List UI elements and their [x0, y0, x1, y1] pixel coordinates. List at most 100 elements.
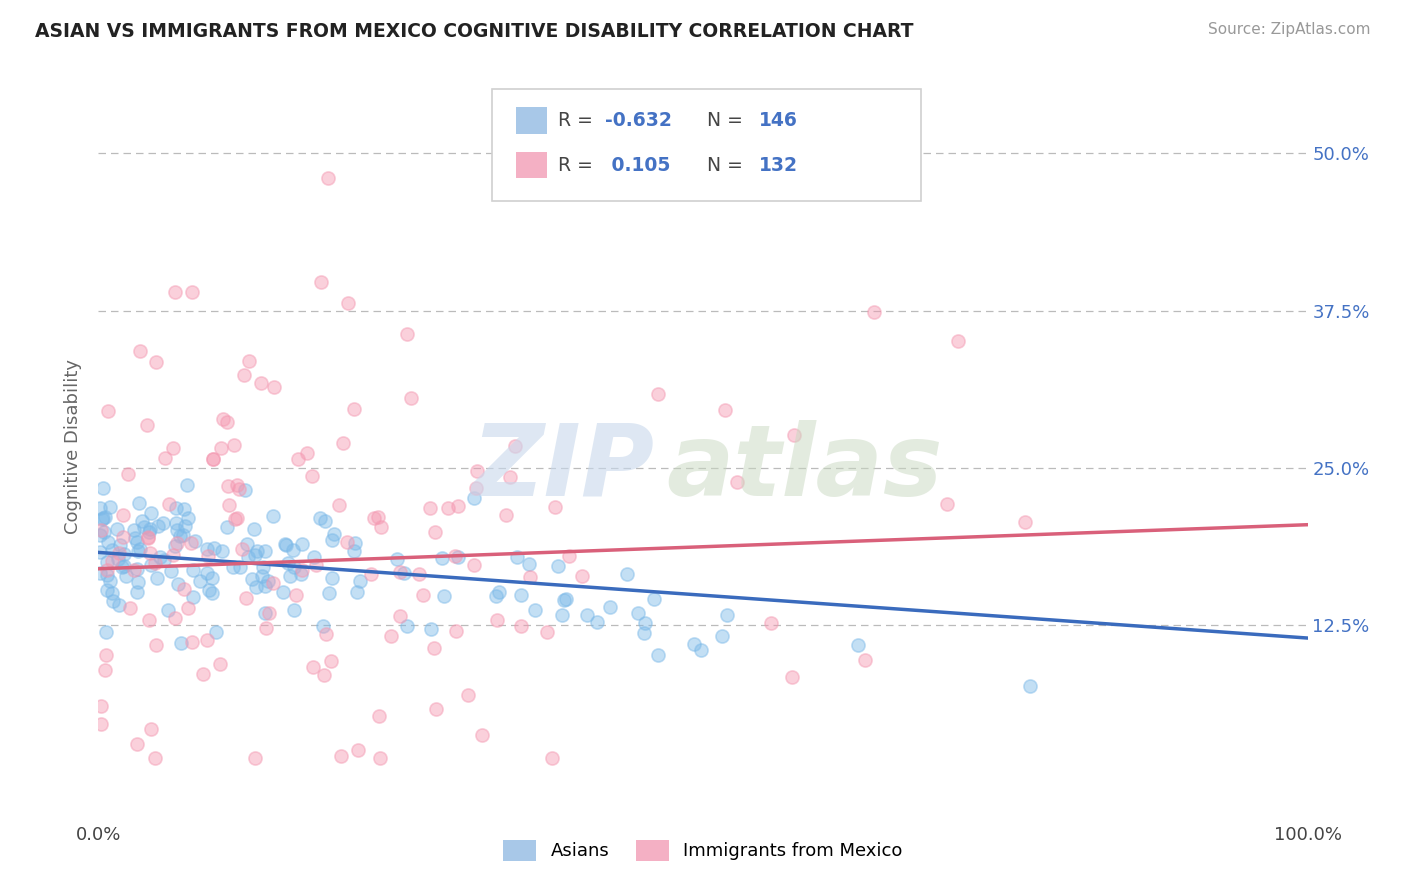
Point: [343, 401, 366, 416]
Point: [396, 619, 419, 633]
Point: [367, 510, 389, 524]
Point: [541, 750, 564, 764]
Point: [94, 509, 117, 524]
Point: [759, 616, 782, 631]
Point: [217, 520, 239, 534]
Point: [115, 568, 138, 582]
Point: [485, 589, 508, 603]
Point: [263, 380, 285, 394]
Point: [471, 728, 494, 742]
Point: [96, 563, 118, 577]
Text: atlas: atlas: [666, 420, 943, 517]
Point: [236, 550, 259, 565]
Point: [295, 446, 318, 460]
Text: 0.105: 0.105: [605, 155, 669, 175]
Point: [198, 583, 221, 598]
Point: [165, 501, 187, 516]
Point: [311, 619, 333, 633]
Point: [408, 566, 430, 581]
Point: [547, 559, 569, 574]
Point: [125, 585, 148, 599]
Point: [388, 608, 411, 623]
Point: [118, 601, 141, 615]
Point: [173, 582, 195, 596]
Point: [139, 546, 162, 560]
Point: [166, 524, 188, 538]
Point: [319, 654, 342, 668]
Point: [127, 534, 149, 549]
Point: [191, 666, 214, 681]
Point: [257, 574, 280, 589]
Point: [576, 608, 599, 623]
Point: [195, 566, 218, 581]
Point: [108, 538, 131, 552]
Text: -0.632: -0.632: [605, 111, 672, 130]
Point: [536, 624, 558, 639]
Point: [425, 701, 447, 715]
Point: [136, 530, 159, 544]
Point: [302, 549, 325, 564]
Point: [136, 531, 159, 545]
Point: [188, 574, 211, 588]
Point: [257, 606, 280, 620]
Point: [138, 523, 160, 537]
Point: [283, 559, 305, 574]
Point: [89, 501, 111, 516]
Point: [139, 558, 162, 572]
Point: [149, 549, 172, 564]
Point: [233, 483, 256, 497]
Point: [201, 586, 224, 600]
Point: [328, 499, 350, 513]
Point: [385, 551, 408, 566]
Point: [143, 556, 166, 570]
Point: [132, 519, 155, 533]
Point: [217, 415, 239, 429]
Point: [136, 418, 159, 433]
Point: [447, 549, 470, 564]
Point: [128, 343, 150, 358]
Point: [412, 588, 434, 602]
Point: [262, 508, 284, 523]
Point: [162, 548, 184, 562]
Point: [235, 537, 257, 551]
Point: [195, 632, 218, 647]
Point: [337, 296, 360, 310]
Point: [274, 537, 297, 551]
Point: [848, 638, 870, 652]
Point: [309, 275, 332, 289]
Point: [146, 571, 169, 585]
Point: [443, 549, 465, 564]
Point: [465, 481, 488, 495]
Point: [430, 550, 453, 565]
Point: [302, 659, 325, 673]
Point: [399, 391, 422, 405]
Text: R =: R =: [558, 111, 599, 130]
Point: [174, 519, 197, 533]
Point: [287, 451, 309, 466]
Text: N =: N =: [707, 111, 749, 130]
Point: [780, 670, 803, 684]
Point: [94, 625, 117, 640]
Point: [218, 498, 240, 512]
Point: [202, 541, 225, 555]
Point: [283, 602, 305, 616]
Point: [181, 285, 204, 299]
Point: [209, 441, 232, 455]
Point: [314, 514, 336, 528]
Point: [346, 584, 368, 599]
Point: [711, 629, 734, 643]
Point: [176, 478, 198, 492]
Point: [783, 428, 806, 442]
Text: ASIAN VS IMMIGRANTS FROM MEXICO COGNITIVE DISABILITY CORRELATION CHART: ASIAN VS IMMIGRANTS FROM MEXICO COGNITIV…: [35, 22, 914, 41]
Point: [96, 583, 118, 598]
Point: [936, 496, 959, 510]
Point: [173, 502, 195, 516]
Point: [278, 569, 301, 583]
Point: [457, 688, 479, 702]
Point: [553, 593, 575, 607]
Point: [389, 565, 412, 579]
Point: [89, 528, 111, 542]
Point: [128, 495, 150, 509]
Point: [396, 327, 419, 342]
Point: [274, 538, 297, 552]
